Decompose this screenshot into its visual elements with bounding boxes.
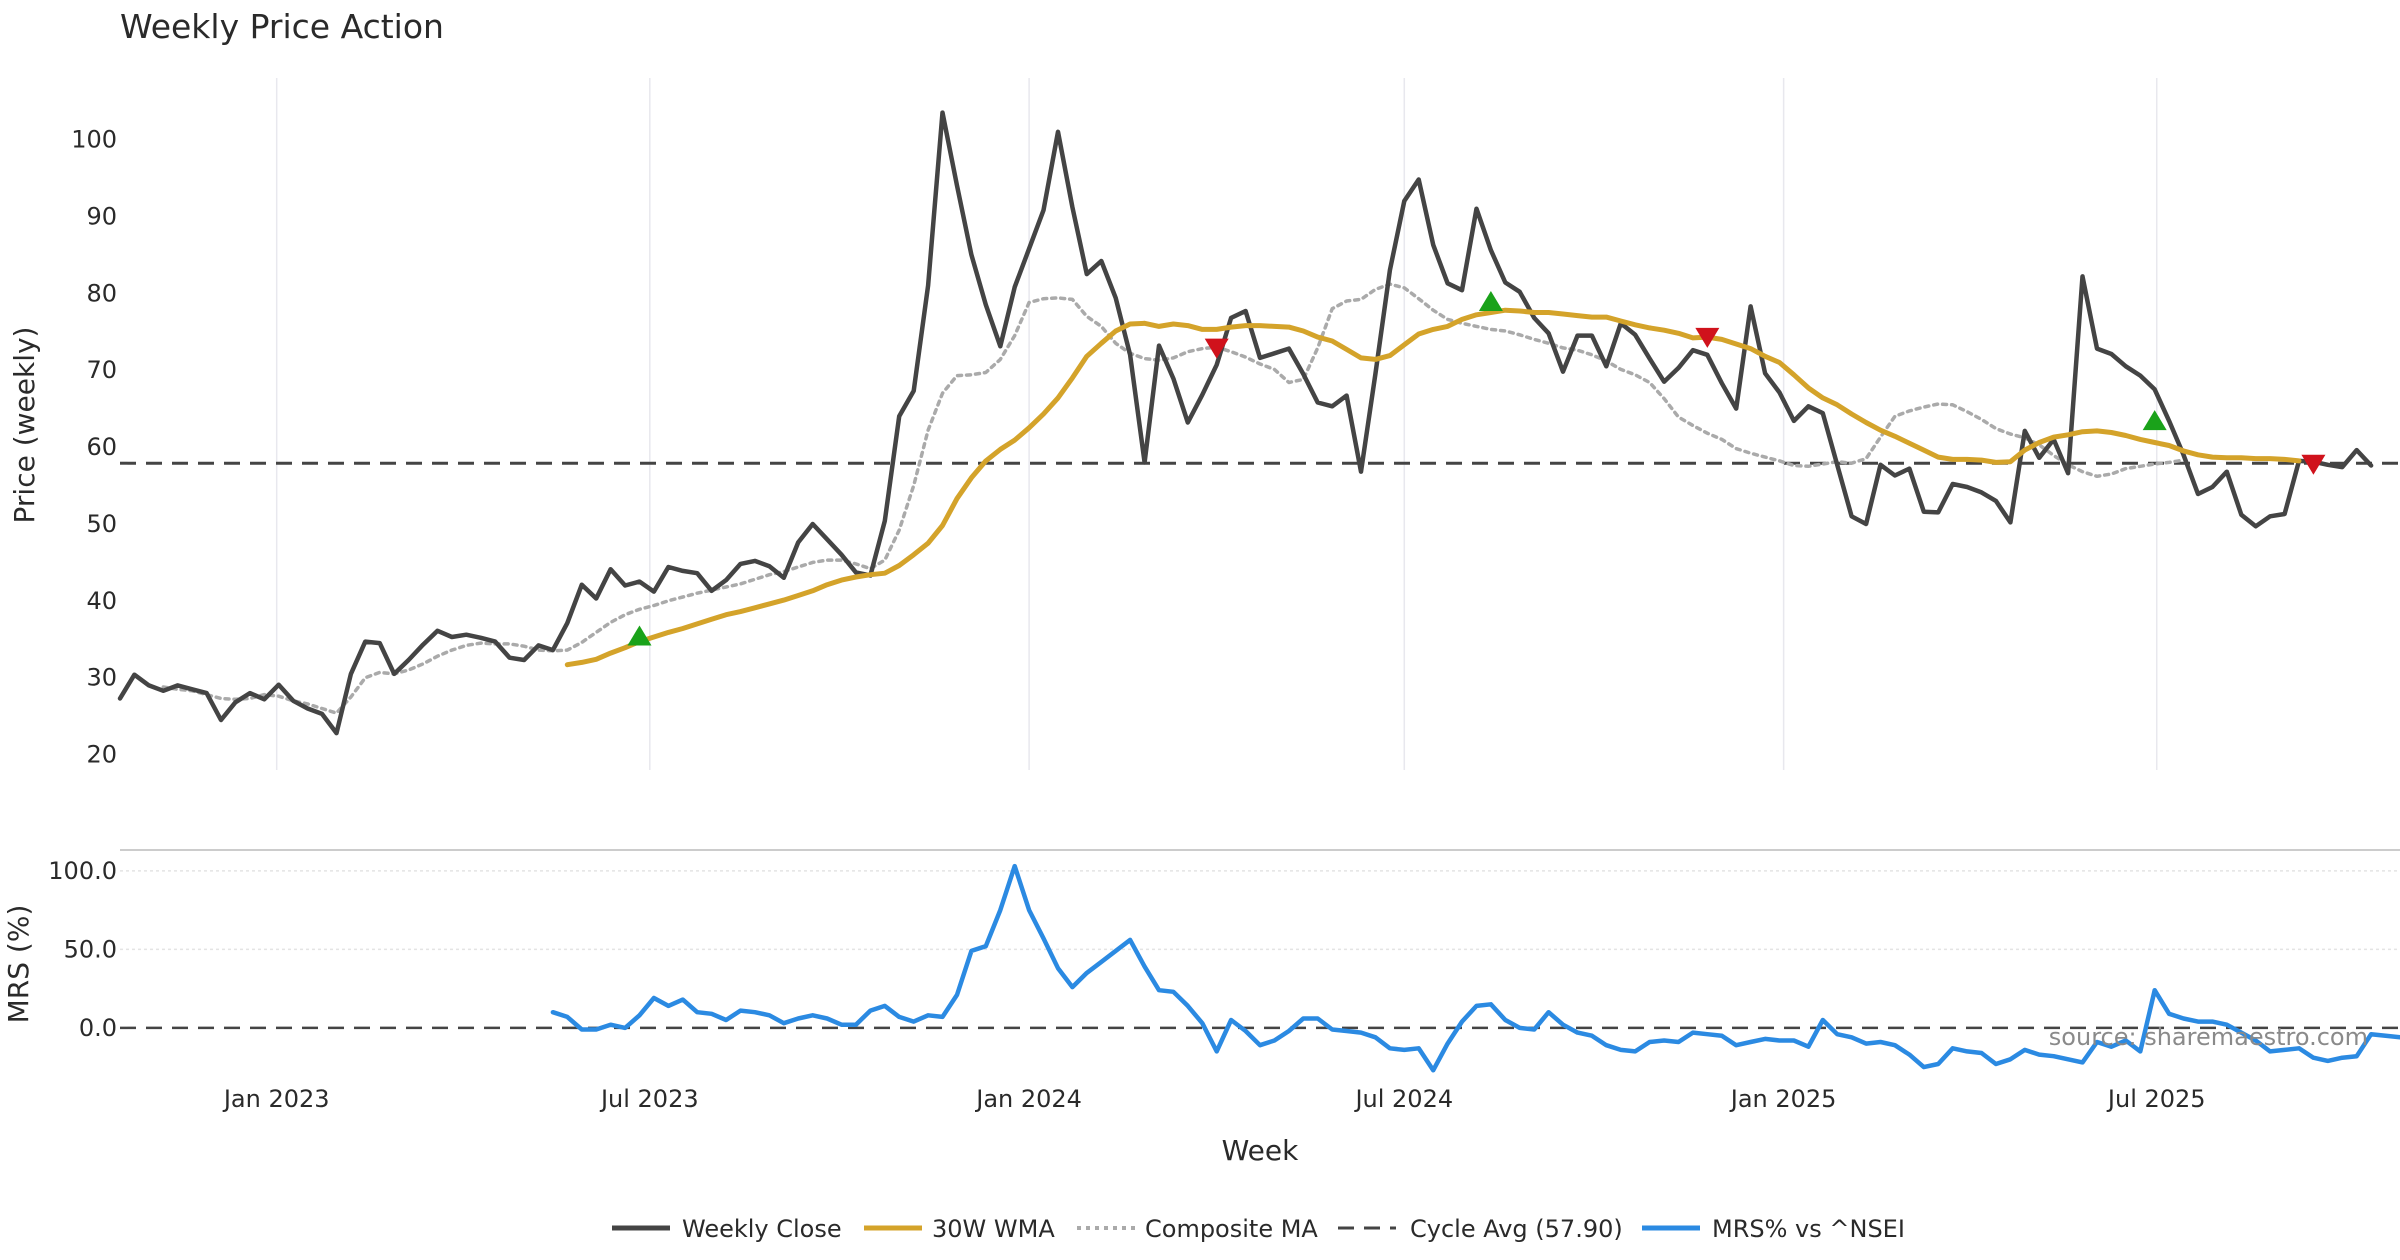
price-y-axis-title: Price (weekly) [8,327,41,524]
price-panel: 20 30 40 50 60 70 80 90 100 Price (weekly) [8,78,2400,770]
source-watermark: source: sharemaestro.com [2049,1023,2368,1051]
mrs-y-axis-title: MRS (%) [2,905,35,1024]
price-y-tick-label: 70 [86,356,117,384]
sell-signal-marker [2301,454,2326,475]
x-tick-label: Jan 2024 [974,1085,1082,1113]
legend-cycle-avg: Cycle Avg (57.90) [1338,1215,1623,1243]
price-y-tick-label: 30 [86,664,117,692]
legend-30w-wma: 30W WMA [864,1215,1055,1243]
legend-label: Composite MA [1145,1215,1318,1243]
composite-ma-line [161,282,2186,715]
signal-markers [627,290,2326,646]
price-y-tick-label: 50 [86,510,117,538]
price-y-tick-label: 60 [86,433,117,461]
sell-signal-marker [1695,327,1720,348]
mrs-series [550,863,2400,1073]
price-y-tick-label: 80 [86,279,117,307]
buy-signal-marker [2142,410,2167,431]
legend-label: Weekly Close [682,1215,842,1243]
mrs-y-tick-label: 100.0 [48,857,117,885]
price-grid [275,78,2158,770]
legend-label: MRS% vs ^NSEI [1712,1215,1905,1243]
mrs-grid [120,870,2400,1030]
x-tick-label: Jul 2023 [599,1085,699,1113]
mrs-line [550,863,2400,1073]
legend-weekly-close: Weekly Close [612,1215,842,1243]
legend-composite-ma: Composite MA [1077,1215,1318,1243]
buy-signal-marker [627,625,652,646]
price-series [117,110,2400,736]
sell-signal-marker [1204,338,1229,359]
price-y-ticks: 20 30 40 50 60 70 80 90 100 [71,126,117,769]
price-y-tick-label: 90 [86,202,117,230]
mrs-y-ticks: 0.0 50.0 100.0 [48,857,117,1042]
x-axis-title: Week [1222,1134,1299,1167]
price-y-tick-label: 40 [86,587,117,615]
x-tick-label: Jul 2025 [2106,1085,2206,1113]
legend: Weekly Close 30W WMA Composite MA Cycle … [612,1215,1905,1243]
x-tick-label: Jul 2024 [1353,1085,1453,1113]
wma-30w-line [564,307,2302,668]
price-y-tick-label: 100 [71,126,117,154]
price-y-tick-label: 20 [86,741,117,769]
legend-label: Cycle Avg (57.90) [1410,1215,1623,1243]
mrs-y-tick-label: 0.0 [79,1014,117,1042]
mrs-panel: 0.0 50.0 100.0 MRS (%) source: sharemaestr… [2,857,2400,1073]
x-tick-label: Jan 2025 [1729,1085,1837,1113]
mrs-y-tick-label: 50.0 [64,935,117,963]
x-tick-label: Jan 2023 [222,1085,330,1113]
buy-signal-marker [1478,290,1503,311]
x-ticks: Jan 2023 Jul 2023 Jan 2024 Jul 2024 Jan 2025… [222,1085,2206,1113]
weekly-close-line [117,110,2374,736]
legend-mrs: MRS% vs ^NSEI [1642,1215,1905,1243]
chart-title: Weekly Price Action [120,7,444,46]
legend-label: 30W WMA [932,1215,1055,1243]
